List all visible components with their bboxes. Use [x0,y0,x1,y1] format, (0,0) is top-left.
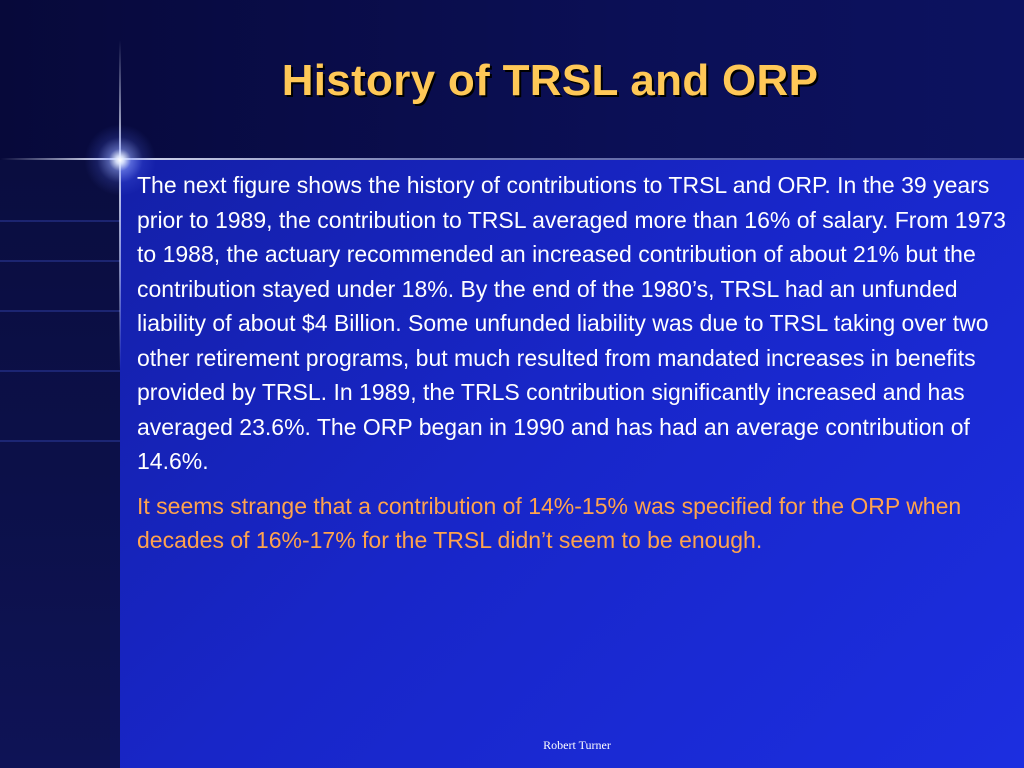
slide-body: The next figure shows the history of con… [137,168,1015,568]
vertical-divider [119,40,121,370]
highlight-paragraph: It seems strange that a contribution of … [137,492,962,554]
left-band [0,160,120,768]
slide-title: History of TRSL and ORP [281,56,819,105]
footer-author: Robert Turner [543,738,611,752]
star-flare-icon [84,124,156,196]
body-paragraph: The next figure shows the history of con… [137,172,1006,474]
content-area [120,160,1024,768]
header-band [0,0,1024,160]
horizontal-divider [0,158,1024,160]
